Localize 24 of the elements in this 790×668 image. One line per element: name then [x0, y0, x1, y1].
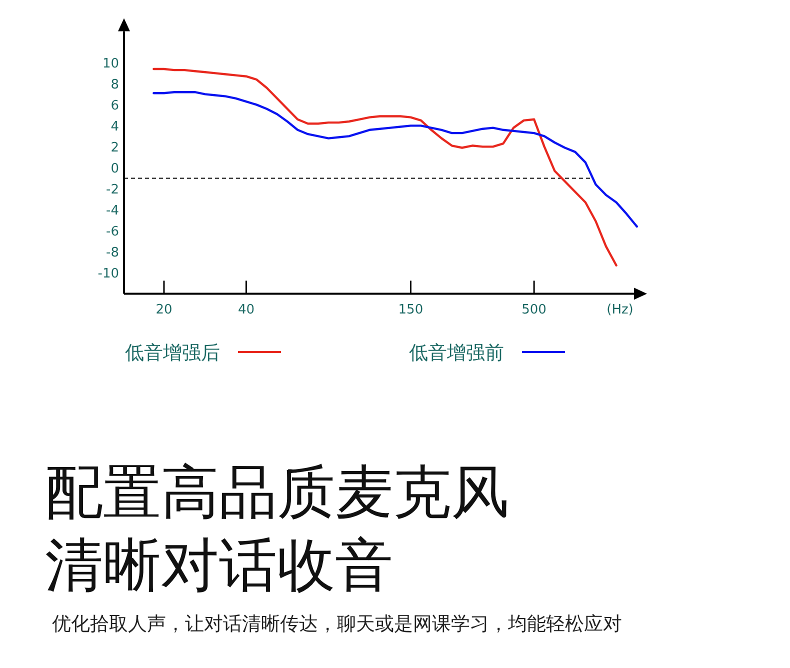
y-tick-label: 6: [110, 98, 119, 114]
y-tick-label: -6: [106, 224, 119, 240]
x-tick-label: 150: [398, 302, 424, 318]
legend-label: 低音增强前: [409, 342, 504, 364]
text: 清晰对话收音: [45, 531, 393, 599]
x-axis-title: (Hz): [606, 302, 634, 318]
y-tick-label: -10: [98, 266, 119, 282]
y-tick-label: -2: [106, 182, 119, 198]
line-series: [152, 91, 638, 228]
y-tick-label: 10: [102, 56, 119, 72]
text: 配置高品质麦克风: [45, 458, 509, 526]
y-tick-label: 8: [110, 78, 119, 93]
y-tick-label: 4: [110, 120, 119, 135]
text: 优化拾取人声，让对话清晰传达，聊天或是网课学习，均能轻松应对: [52, 613, 622, 635]
x-tick-label: 20: [156, 302, 172, 318]
x-tick-label: 40: [238, 302, 254, 318]
y-tick-label: 0: [110, 162, 119, 177]
y-tick-label: -4: [106, 204, 119, 219]
y-tick-label: 2: [110, 140, 119, 156]
x-tick-label: 500: [522, 302, 546, 318]
plot: -10 -8 -6 -4 -2 0 2 4 6 8 10 20 40 150 500 (Hz) 低音增强后 低音增强前: [98, 31, 638, 364]
legend-label: 低音增强后: [125, 342, 220, 364]
line-series: [152, 68, 618, 266]
y-tick-label: -8: [106, 246, 119, 261]
